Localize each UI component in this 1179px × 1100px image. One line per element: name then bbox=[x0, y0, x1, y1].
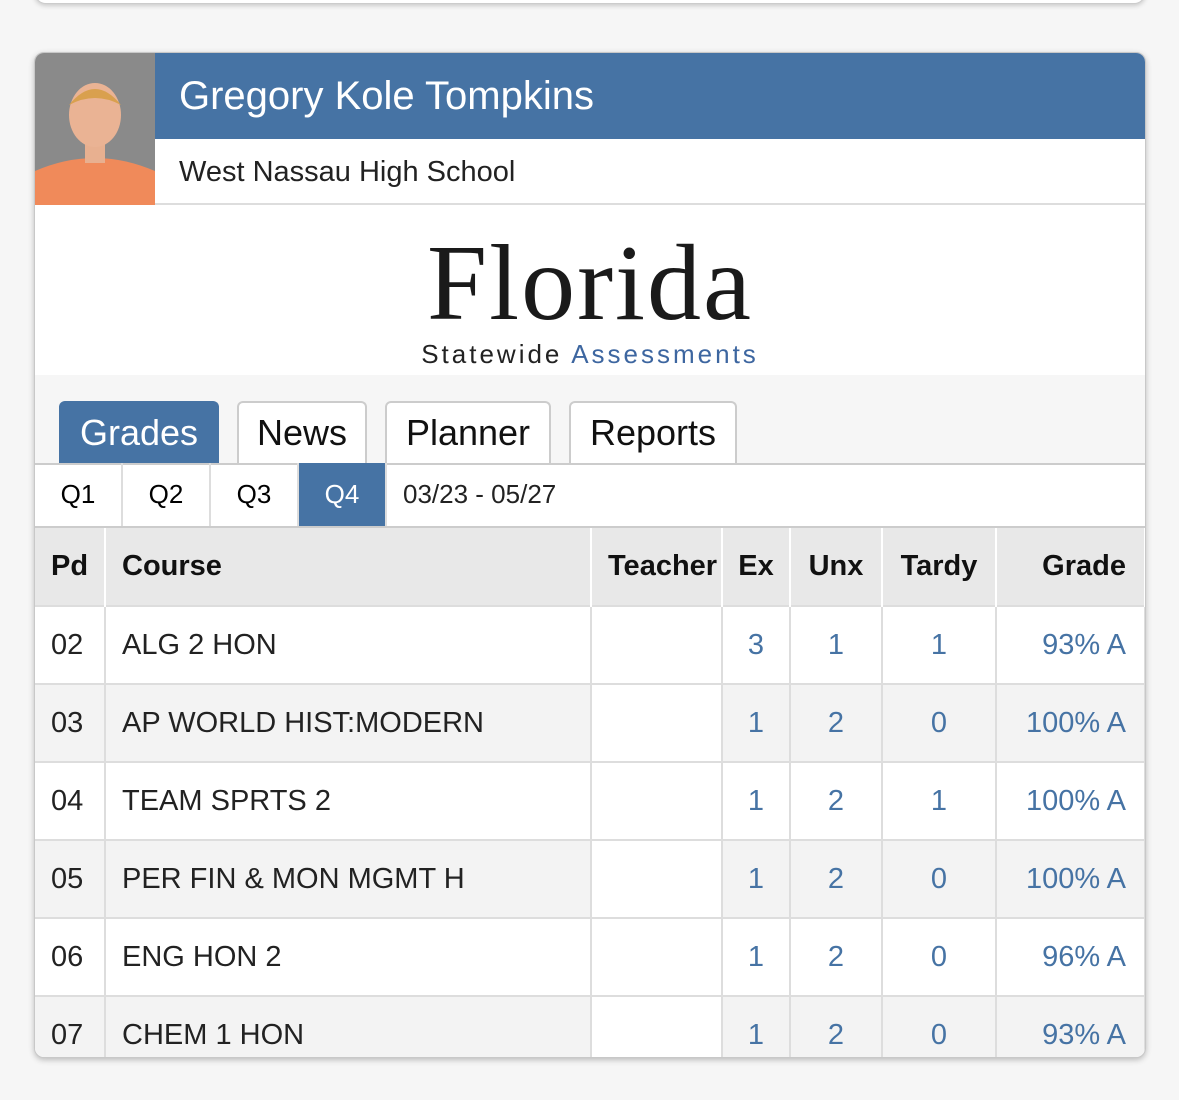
column-header: Grade bbox=[996, 528, 1145, 606]
logo-sub2: Assessments bbox=[571, 339, 759, 369]
cell[interactable]: 1 bbox=[722, 917, 791, 996]
cell: TEAM SPRTS 2 bbox=[105, 761, 592, 840]
column-header: Ex bbox=[722, 528, 791, 606]
column-header: Pd bbox=[35, 528, 106, 606]
course-row: 04 TEAM SPRTS 2 1 2 1 100% A bbox=[35, 761, 1145, 840]
logo: Florida Statewide Assessments bbox=[35, 207, 1145, 375]
cell[interactable]: 2 bbox=[790, 761, 883, 840]
student-card: Gregory Kole Tompkins West Nassau High S… bbox=[34, 52, 1146, 1058]
logo-title: Florida bbox=[427, 224, 753, 343]
tab-bar: Grades News Planner Reports bbox=[35, 375, 1145, 465]
cell: 05 bbox=[35, 839, 106, 918]
column-header: Course bbox=[105, 528, 592, 606]
column-header: Tardy bbox=[882, 528, 997, 606]
cell[interactable]: 1 bbox=[790, 605, 883, 684]
cell[interactable]: 2 bbox=[790, 683, 883, 762]
course-row: 06 ENG HON 2 1 2 0 96% A bbox=[35, 917, 1145, 996]
grades-table: Pd Course Teacher Ex Unx Tardy Grade 02 ALG 2 H… bbox=[35, 528, 1145, 1057]
quarter-tab[interactable]: Q2 bbox=[123, 463, 211, 526]
column-header: Unx bbox=[790, 528, 883, 606]
cell[interactable]: 93% A bbox=[996, 995, 1145, 1057]
cell: PER FIN & MON MGMT H bbox=[105, 839, 592, 918]
student-photo bbox=[35, 53, 155, 205]
cell[interactable]: 1 bbox=[722, 683, 791, 762]
cell[interactable]: 0 bbox=[882, 917, 997, 996]
cell[interactable]: 0 bbox=[882, 995, 997, 1057]
cell: ALG 2 HON bbox=[105, 605, 592, 684]
course-row: 05 PER FIN & MON MGMT H 1 2 0 100% A bbox=[35, 839, 1145, 918]
cell: 07 bbox=[35, 995, 106, 1057]
school-name: West Nassau High School bbox=[155, 139, 1145, 205]
cell[interactable]: 100% A bbox=[996, 761, 1145, 840]
cell: 04 bbox=[35, 761, 106, 840]
cell[interactable]: 93% A bbox=[996, 605, 1145, 684]
course-row: 07 CHEM 1 HON 1 2 0 93% A bbox=[35, 995, 1145, 1057]
course-row: 03 AP WORLD HIST:MODERN 1 2 0 100% A bbox=[35, 683, 1145, 762]
logo-subtitle: Statewide Assessments bbox=[35, 339, 1145, 370]
cell[interactable]: 1 bbox=[722, 995, 791, 1057]
tab[interactable]: News bbox=[237, 401, 367, 463]
cell[interactable]: 100% A bbox=[996, 683, 1145, 762]
tab[interactable]: Planner bbox=[385, 401, 551, 463]
cell[interactable]: 0 bbox=[882, 839, 997, 918]
cell[interactable]: 2 bbox=[790, 917, 883, 996]
cell[interactable]: 1 bbox=[722, 839, 791, 918]
date-range: 03/23 - 05/27 bbox=[403, 479, 557, 509]
cell bbox=[591, 995, 723, 1057]
cell[interactable]: 1 bbox=[882, 761, 997, 840]
quarter-tab[interactable]: Q4 bbox=[299, 463, 387, 526]
cell: 06 bbox=[35, 917, 106, 996]
tab[interactable]: Reports bbox=[569, 401, 737, 463]
quarter-bar: 03/23 - 05/27 Q1 Q2 Q3 Q4 bbox=[35, 463, 1145, 528]
cell bbox=[591, 761, 723, 840]
quarter-tab[interactable]: Q3 bbox=[211, 463, 299, 526]
previous-card bbox=[34, 0, 1146, 4]
cell[interactable]: 3 bbox=[722, 605, 791, 684]
cell: AP WORLD HIST:MODERN bbox=[105, 683, 592, 762]
cell bbox=[591, 605, 723, 684]
cell bbox=[591, 839, 723, 918]
header-row: Pd Course Teacher Ex Unx Tardy Grade bbox=[35, 528, 1145, 606]
cell[interactable]: 2 bbox=[790, 995, 883, 1057]
quarter-tab[interactable]: Q1 bbox=[35, 463, 123, 526]
tab[interactable]: Grades bbox=[59, 401, 219, 463]
student-name: Gregory Kole Tompkins bbox=[155, 53, 1145, 139]
cell[interactable]: 0 bbox=[882, 683, 997, 762]
course-row: 02 ALG 2 HON 3 1 1 93% A bbox=[35, 605, 1145, 684]
cell[interactable]: 1 bbox=[882, 605, 997, 684]
cell: CHEM 1 HON bbox=[105, 995, 592, 1057]
cell[interactable]: 96% A bbox=[996, 917, 1145, 996]
cell: ENG HON 2 bbox=[105, 917, 592, 996]
cell[interactable]: 100% A bbox=[996, 839, 1145, 918]
logo-sub1: Statewide bbox=[421, 339, 563, 369]
cell[interactable]: 1 bbox=[722, 761, 791, 840]
cell[interactable]: 2 bbox=[790, 839, 883, 918]
cell: 02 bbox=[35, 605, 106, 684]
cell bbox=[591, 683, 723, 762]
cell: 03 bbox=[35, 683, 106, 762]
column-header: Teacher bbox=[591, 528, 723, 606]
cell bbox=[591, 917, 723, 996]
